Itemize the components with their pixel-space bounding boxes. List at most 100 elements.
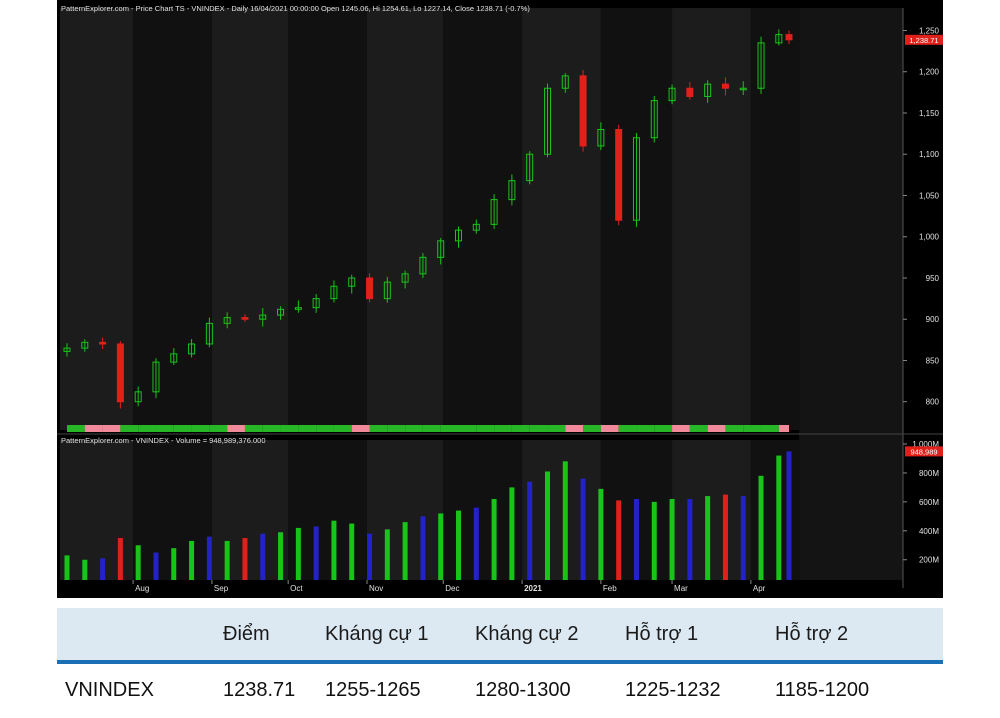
candle-body bbox=[615, 128, 623, 221]
chart-empty-area bbox=[799, 8, 903, 580]
volume-bar bbox=[687, 498, 693, 580]
volume-bar bbox=[527, 481, 533, 580]
x-tick-label: Oct bbox=[290, 584, 303, 593]
volume-bar bbox=[562, 461, 568, 580]
signal-strip-segment bbox=[743, 425, 762, 432]
candle-body bbox=[259, 314, 267, 320]
x-tick-label: Nov bbox=[369, 584, 383, 593]
volume-bar bbox=[349, 523, 355, 580]
candle-body bbox=[775, 34, 783, 44]
signal-strip-segment bbox=[138, 425, 156, 432]
signal-strip-segment bbox=[67, 425, 85, 432]
signal-strip-segment bbox=[529, 425, 548, 432]
candle-body bbox=[686, 87, 694, 97]
candle-body bbox=[294, 307, 302, 310]
cell-support-2: 1185-1200 bbox=[775, 679, 870, 701]
price-tick-label: 1,250 bbox=[919, 26, 940, 35]
volume-bar bbox=[64, 555, 70, 580]
signal-strip-segment bbox=[120, 425, 139, 432]
volume-tick-label: 800M bbox=[919, 469, 939, 478]
cell-point: 1238.71 bbox=[223, 679, 296, 701]
volume-bar bbox=[740, 496, 746, 580]
volume-bar bbox=[260, 533, 266, 580]
volume-bar bbox=[776, 455, 782, 580]
month-band bbox=[366, 8, 444, 430]
x-tick-label: Mar bbox=[674, 584, 688, 593]
candle-body bbox=[579, 75, 587, 147]
volume-bar bbox=[384, 529, 390, 580]
candle-body bbox=[366, 277, 374, 300]
candle-body bbox=[526, 153, 534, 182]
last-price-label: 1,238.71 bbox=[909, 36, 938, 45]
signal-strip-segment bbox=[600, 425, 619, 432]
volume-month-band bbox=[750, 440, 800, 580]
candle-body bbox=[785, 34, 793, 41]
candle-body bbox=[668, 87, 676, 102]
candle-body bbox=[543, 87, 551, 155]
candle-body bbox=[170, 353, 178, 363]
price-tick-label: 1,150 bbox=[919, 109, 940, 118]
candle-body bbox=[241, 317, 249, 320]
signal-strip-segment bbox=[191, 425, 210, 432]
candle-body bbox=[330, 285, 338, 300]
candle-body bbox=[188, 343, 196, 355]
candle-body bbox=[739, 87, 747, 91]
x-tick-label: Apr bbox=[753, 584, 766, 593]
candle-body bbox=[63, 347, 71, 352]
x-tick-label: Sep bbox=[214, 584, 229, 593]
volume-bar bbox=[135, 545, 141, 580]
volume-tick-label: 200M bbox=[919, 556, 939, 565]
candle-body bbox=[597, 128, 605, 147]
signal-strip-segment bbox=[725, 425, 744, 432]
candle-body bbox=[312, 298, 320, 309]
signal-strip-segment bbox=[316, 425, 334, 432]
signal-strip-segment bbox=[547, 425, 566, 432]
signal-strip-segment bbox=[369, 425, 388, 432]
levels-table: Điểm Kháng cự 1 Kháng cự 2 Hỗ trợ 1 Hỗ t… bbox=[57, 608, 943, 716]
volume-chart-title: PatternExplorer.com - VNINDEX - Volume =… bbox=[61, 436, 266, 445]
month-band bbox=[522, 8, 601, 430]
signal-strip-segment bbox=[422, 425, 441, 432]
price-tick-label: 1,200 bbox=[919, 68, 940, 77]
volume-bar bbox=[82, 559, 88, 580]
signal-strip-segment bbox=[405, 425, 423, 432]
volume-bar bbox=[224, 540, 230, 580]
signal-strip-segment bbox=[565, 425, 584, 432]
signal-strip-segment bbox=[672, 425, 690, 432]
price-tick-label: 950 bbox=[926, 274, 940, 283]
candle-body bbox=[508, 180, 516, 201]
candle-body bbox=[437, 240, 445, 258]
candle-body bbox=[152, 361, 160, 393]
signal-strip-segment bbox=[244, 425, 263, 432]
price-tick-label: 1,050 bbox=[919, 191, 940, 200]
candle-body bbox=[704, 83, 712, 97]
signal-strip-segment bbox=[440, 425, 459, 432]
signal-strip-segment bbox=[636, 425, 655, 432]
candle-body bbox=[561, 75, 569, 89]
signal-strip-segment bbox=[351, 425, 370, 432]
volume-bar bbox=[544, 471, 550, 580]
volume-bar bbox=[100, 558, 106, 580]
candle-body bbox=[401, 273, 409, 283]
volume-bar bbox=[206, 536, 212, 580]
volume-bar bbox=[367, 533, 373, 580]
signal-strip-segment bbox=[458, 425, 477, 432]
signal-strip-segment bbox=[155, 425, 174, 432]
candle-body bbox=[490, 199, 498, 225]
candle-body bbox=[632, 137, 640, 221]
volume-bar bbox=[278, 532, 284, 580]
price-tick-label: 800 bbox=[926, 398, 940, 407]
month-band bbox=[211, 8, 289, 430]
x-tick-label: Aug bbox=[135, 584, 149, 593]
month-band bbox=[443, 8, 523, 430]
volume-bar bbox=[580, 478, 586, 580]
last-volume-flag bbox=[905, 446, 943, 457]
volume-bar bbox=[189, 540, 195, 580]
volume-bar bbox=[153, 552, 159, 580]
price-tick-label: 1,100 bbox=[919, 150, 940, 159]
header-resistance-2: Kháng cự 2 bbox=[475, 623, 579, 645]
volume-bar bbox=[438, 513, 444, 580]
candle-body bbox=[134, 391, 142, 403]
volume-tick-label: 1,000M bbox=[912, 440, 939, 449]
candle-body bbox=[455, 229, 463, 242]
